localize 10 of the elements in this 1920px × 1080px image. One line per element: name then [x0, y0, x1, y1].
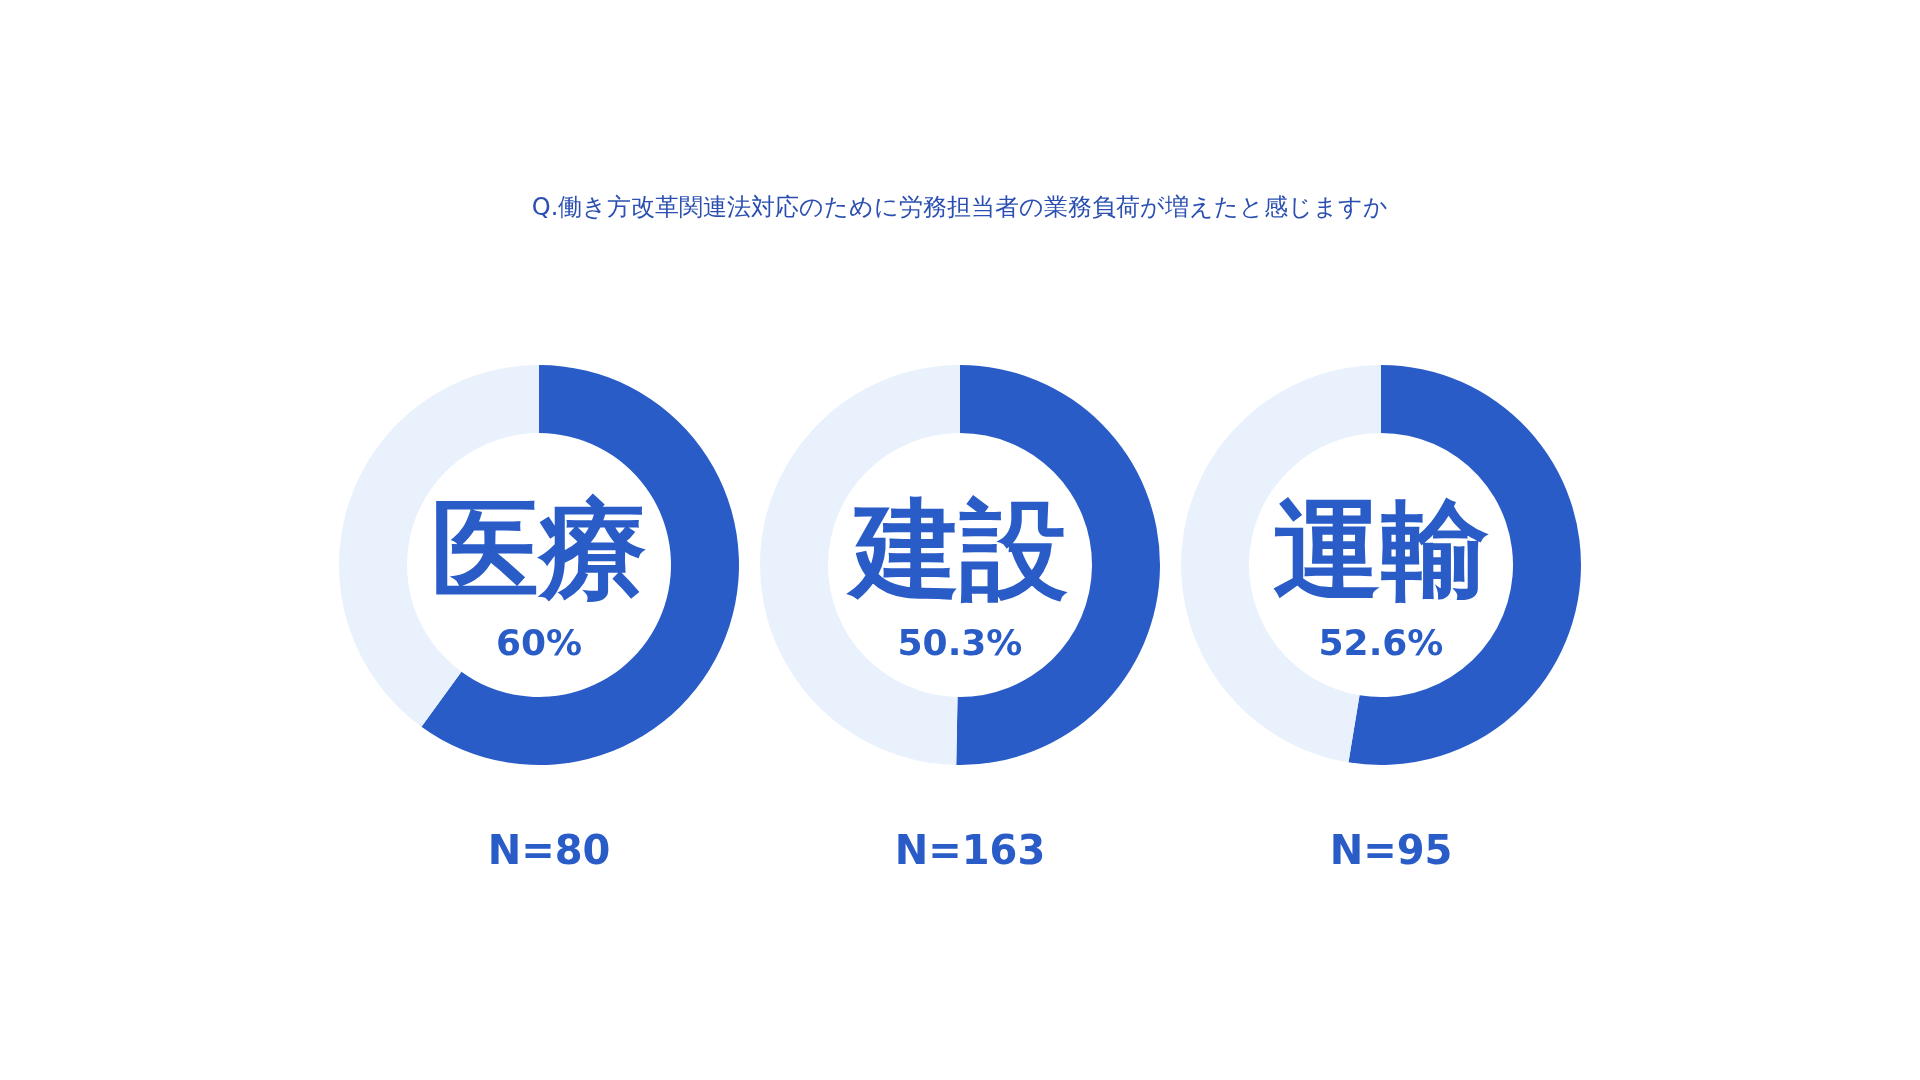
text: 医療: [431, 486, 647, 612]
data-label: 52.6%: [1318, 622, 1444, 663]
data-label: 50.3%: [897, 622, 1023, 663]
text: N=163: [894, 827, 1046, 873]
text: 運輸: [1273, 486, 1489, 612]
data-label: 60%: [495, 622, 583, 663]
text: 建設: [846, 486, 1068, 612]
text: Q.働き方改革関連法対応のために労務担当者の業務負荷が増えたと感じますか: [531, 193, 1389, 221]
text: N=80: [487, 827, 611, 873]
text: N=95: [1329, 827, 1453, 873]
